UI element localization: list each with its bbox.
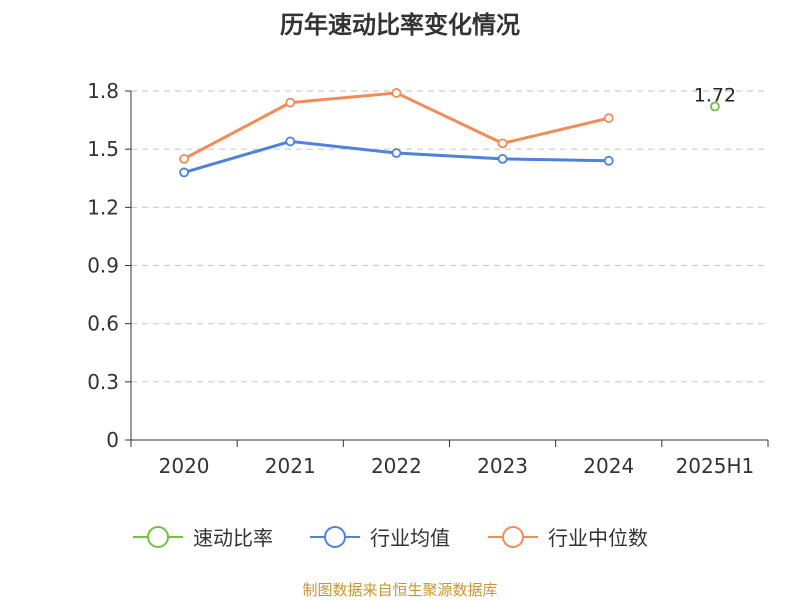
legend[interactable]: 速动比率 行业均值 行业中位数 bbox=[133, 526, 648, 550]
legend-label: 行业均值 bbox=[370, 526, 450, 550]
legend-item-2[interactable]: 行业中位数 bbox=[488, 526, 648, 550]
data-point bbox=[497, 138, 508, 149]
legend-label: 行业中位数 bbox=[548, 526, 648, 550]
x-tick-label: 2025H1 bbox=[676, 454, 755, 478]
legend-label: 速动比率 bbox=[193, 526, 273, 550]
data-point bbox=[603, 113, 614, 124]
x-tick-label: 2023 bbox=[477, 454, 528, 478]
source-note: 制图数据来自恒生聚源数据库 bbox=[302, 581, 497, 599]
legend-marker bbox=[324, 526, 346, 548]
legend-item-0[interactable]: 速动比率 bbox=[133, 526, 273, 550]
y-tick-label: 0.9 bbox=[87, 254, 119, 278]
x-tick-label: 2022 bbox=[371, 454, 422, 478]
data-point bbox=[497, 153, 508, 164]
x-tick-label: 2021 bbox=[265, 454, 316, 478]
y-tick-label: 0.3 bbox=[87, 370, 119, 394]
legend-marker bbox=[147, 526, 169, 548]
series-0: 1.72 bbox=[694, 85, 736, 112]
data-point bbox=[391, 148, 402, 158]
y-tick-label: 0.6 bbox=[87, 312, 119, 336]
data-point bbox=[391, 88, 402, 98]
data-point bbox=[285, 136, 296, 147]
series-2 bbox=[179, 88, 614, 164]
data-point bbox=[179, 167, 189, 178]
data-point bbox=[179, 153, 189, 164]
y-tick-label: 1.8 bbox=[87, 79, 119, 103]
x-tick-label: 2024 bbox=[583, 454, 634, 478]
y-tick-label: 1.5 bbox=[87, 137, 119, 161]
x-tick-label: 2020 bbox=[159, 454, 210, 478]
chart-title: 历年速动比率变化情况 bbox=[280, 11, 520, 39]
grid bbox=[131, 90, 768, 383]
data-point bbox=[285, 97, 296, 108]
legend-marker bbox=[502, 526, 524, 548]
axes: 0 0.3 0.6 0.9 1.2 1.5 1.8 2020 2021 2022 2023 2024 2… bbox=[87, 79, 769, 478]
legend-item-1[interactable]: 行业均值 bbox=[310, 526, 450, 550]
data-point bbox=[710, 101, 720, 112]
y-tick-label: 1.2 bbox=[87, 195, 119, 219]
data-point bbox=[603, 155, 614, 166]
y-tick-label: 0 bbox=[106, 428, 119, 452]
data-label: 1.72 bbox=[694, 85, 736, 107]
series: 1.72 bbox=[179, 85, 736, 178]
series-1 bbox=[179, 136, 614, 178]
